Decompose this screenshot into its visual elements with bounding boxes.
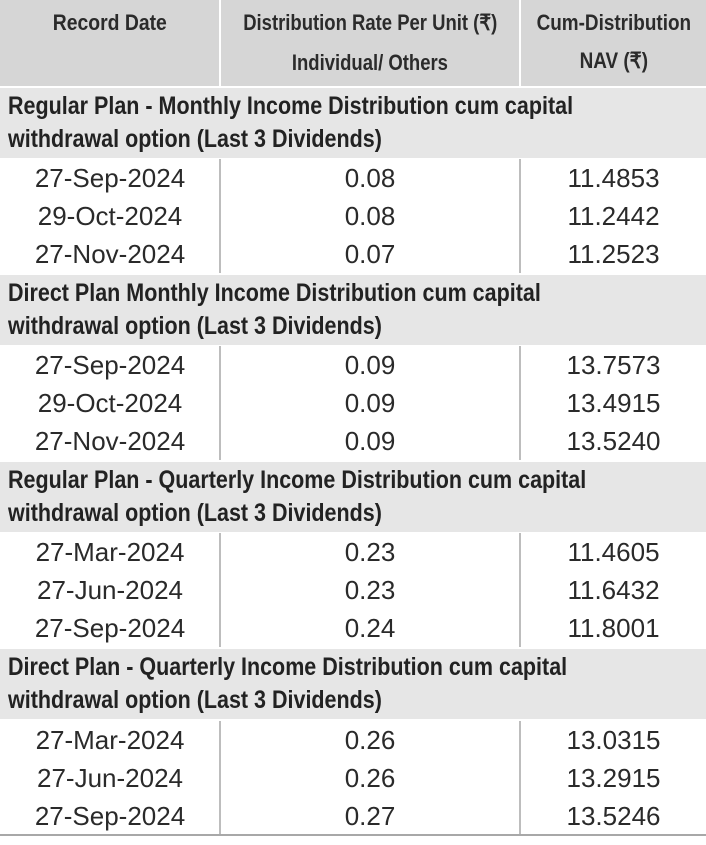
nav-cell: 13.7573 — [566, 350, 661, 380]
nav-cell: 11.6432 — [567, 575, 660, 605]
nav-cell: 13.0315 — [566, 725, 661, 755]
nav-cell: 11.2442 — [567, 201, 660, 231]
table-row: 27-Jun-2024 0.26 13.2915 — [0, 759, 706, 797]
rate-cell: 0.09 — [344, 350, 396, 380]
nav-cell: 11.8001 — [567, 613, 660, 643]
header-record-date-label: Record Date — [52, 10, 168, 35]
rate-cell: 0.24 — [344, 613, 396, 643]
column-divider — [519, 159, 521, 273]
header-distribution-rate-sublabel: Individual/ Others — [291, 50, 449, 75]
table-row: 27-Sep-2024 0.08 11.4853 — [0, 159, 706, 197]
section-title: Regular Plan - Quarterly Income Distribu… — [8, 466, 587, 494]
section-title: Direct Plan - Quarterly Income Distribut… — [8, 653, 568, 681]
record-date-cell: 27-Sep-2024 — [34, 801, 186, 831]
rate-cell: 0.26 — [344, 763, 396, 793]
rate-cell: 0.08 — [344, 163, 396, 193]
nav-cell: 13.2915 — [566, 763, 661, 793]
table-row: 29-Oct-2024 0.09 13.4915 — [0, 384, 706, 422]
rate-cell: 0.23 — [344, 575, 396, 605]
nav-cell: 11.4605 — [567, 537, 660, 567]
rate-cell: 0.07 — [344, 239, 396, 269]
header-distribution-rate: Distribution Rate Per Unit (₹) Individua… — [221, 0, 519, 86]
record-date-cell: 29-Oct-2024 — [37, 388, 183, 418]
record-date-cell: 27-Nov-2024 — [34, 239, 186, 269]
record-date-cell: 29-Oct-2024 — [37, 201, 183, 231]
table-row: 27-Nov-2024 0.07 11.2523 — [0, 235, 706, 273]
record-date-cell: 27-Jun-2024 — [37, 575, 183, 605]
column-divider — [219, 533, 221, 647]
rate-cell: 0.08 — [344, 201, 396, 231]
table-row: 29-Oct-2024 0.08 11.2442 — [0, 197, 706, 235]
table-row: 27-Nov-2024 0.09 13.5240 — [0, 422, 706, 460]
section-header-direct-monthly: Direct Plan Monthly Income Distribution … — [0, 275, 706, 345]
section-header-regular-quarterly: Regular Plan - Quarterly Income Distribu… — [0, 462, 706, 532]
section-title: withdrawal option (Last 3 Dividends) — [8, 312, 382, 340]
rate-cell: 0.09 — [344, 388, 396, 418]
header-record-date: Record Date — [0, 0, 220, 86]
header-nav-label: Cum-Distribution — [536, 10, 691, 35]
table-row: 27-Mar-2024 0.23 11.4605 — [0, 533, 706, 571]
header-divider — [219, 0, 221, 86]
nav-cell: 11.2523 — [567, 239, 660, 269]
column-divider — [219, 159, 221, 273]
section-title: withdrawal option (Last 3 Dividends) — [8, 499, 382, 527]
rate-cell: 0.27 — [344, 801, 396, 831]
record-date-cell: 27-Sep-2024 — [34, 163, 186, 193]
record-date-cell: 27-Mar-2024 — [35, 725, 185, 755]
nav-cell: 13.5240 — [566, 426, 661, 456]
column-divider — [519, 721, 521, 834]
nav-cell: 13.4915 — [566, 388, 661, 418]
section-header-regular-monthly: Regular Plan - Monthly Income Distributi… — [0, 88, 706, 158]
section-title: Direct Plan Monthly Income Distribution … — [8, 279, 541, 307]
section-title: withdrawal option (Last 3 Dividends) — [8, 686, 382, 714]
header-nav-sublabel: NAV (₹) — [579, 48, 648, 73]
record-date-cell: 27-Sep-2024 — [34, 613, 186, 643]
record-date-cell: 27-Sep-2024 — [34, 350, 186, 380]
table-row: 27-Sep-2024 0.27 13.5246 — [0, 797, 706, 835]
column-divider — [219, 346, 221, 460]
header-distribution-rate-label: Distribution Rate Per Unit (₹) — [242, 10, 498, 35]
header-divider — [519, 0, 521, 86]
nav-cell: 11.4853 — [567, 163, 660, 193]
table-row: 27-Mar-2024 0.26 13.0315 — [0, 721, 706, 759]
nav-cell: 13.5246 — [566, 801, 661, 831]
table-header: Record Date Distribution Rate Per Unit (… — [0, 0, 706, 86]
rate-cell: 0.23 — [344, 537, 396, 567]
record-date-cell: 27-Mar-2024 — [35, 537, 185, 567]
table-bottom-border — [0, 834, 706, 836]
rate-cell: 0.09 — [344, 426, 396, 456]
table-row: 27-Sep-2024 0.24 11.8001 — [0, 609, 706, 647]
column-divider — [519, 533, 521, 647]
section-title: Regular Plan - Monthly Income Distributi… — [8, 92, 574, 120]
section-header-direct-quarterly: Direct Plan - Quarterly Income Distribut… — [0, 649, 706, 719]
rate-cell: 0.26 — [344, 725, 396, 755]
column-divider — [219, 721, 221, 834]
header-cum-distribution-nav: Cum-Distribution NAV (₹) — [521, 0, 706, 86]
table-row: 27-Jun-2024 0.23 11.6432 — [0, 571, 706, 609]
column-divider — [519, 346, 521, 460]
section-title: withdrawal option (Last 3 Dividends) — [8, 125, 382, 153]
table-row: 27-Sep-2024 0.09 13.7573 — [0, 346, 706, 384]
record-date-cell: 27-Nov-2024 — [34, 426, 186, 456]
record-date-cell: 27-Jun-2024 — [37, 763, 183, 793]
